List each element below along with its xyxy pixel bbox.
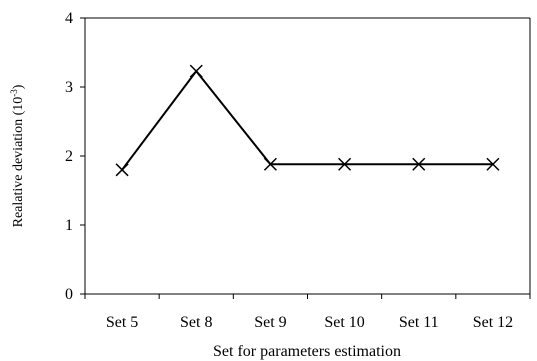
- x-tick-label: Set 10: [324, 314, 364, 331]
- data-point-marker: [189, 64, 203, 78]
- y-tick-label: 0: [65, 286, 73, 303]
- data-point-marker: [338, 157, 352, 171]
- y-axis-label-main: Realative deviation (10: [11, 97, 26, 228]
- series-line: [121, 69, 493, 171]
- y-axis-label-exponent: -3: [9, 89, 19, 97]
- x-tick-label: Set 9: [254, 314, 286, 331]
- data-point-marker: [486, 157, 500, 171]
- x-axis-ticks: Set 5 Set 8 Set 9 Set 10 Set 11 Set 12: [84, 294, 531, 331]
- y-tick-label: 2: [65, 148, 73, 165]
- x-tick-label: Set 11: [399, 314, 439, 331]
- x-tick-label: Set 8: [180, 314, 212, 331]
- data-series: [115, 64, 500, 177]
- y-tick-label: 4: [65, 10, 73, 27]
- y-tick-label: 3: [65, 79, 73, 96]
- data-point-marker: [115, 163, 129, 177]
- x-axis-label: Set for parameters estimation: [213, 343, 401, 360]
- y-tick-label: 1: [65, 217, 73, 234]
- x-tick-label: Set 12: [473, 314, 513, 331]
- data-point-marker: [412, 157, 426, 171]
- y-axis-label: Realative deviation (10-3): [9, 84, 26, 227]
- x-tick-label: Set 5: [106, 314, 138, 331]
- y-axis-label-close: ): [11, 84, 26, 89]
- data-point-marker: [263, 157, 277, 171]
- y-axis-ticks: 0 1 2 3 4: [65, 10, 85, 303]
